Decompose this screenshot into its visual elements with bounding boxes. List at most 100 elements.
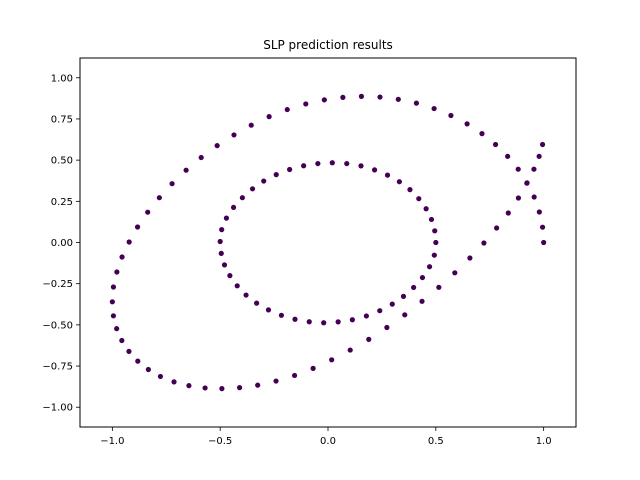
data-point: [423, 206, 429, 212]
y-tick-label: −0.50: [42, 320, 73, 331]
data-point: [539, 224, 546, 230]
data-point: [436, 284, 442, 290]
data-point: [119, 337, 125, 344]
data-point: [255, 382, 261, 388]
data-point: [347, 347, 353, 353]
data-point: [531, 194, 537, 200]
data-point: [536, 153, 542, 159]
y-tick-label: 0.50: [51, 156, 73, 167]
data-point: [145, 209, 151, 215]
y-tick-label: 0.25: [51, 197, 73, 208]
data-point: [198, 154, 204, 161]
data-point: [273, 172, 279, 178]
data-point: [416, 196, 422, 202]
data-point: [114, 269, 120, 275]
plot-area-frame: [79, 57, 577, 428]
data-point: [202, 385, 208, 391]
data-point: [243, 292, 249, 298]
data-point: [366, 336, 372, 342]
data-point: [134, 224, 141, 230]
data-point: [492, 141, 499, 148]
data-point: [248, 122, 254, 128]
data-point: [396, 179, 402, 185]
data-point: [126, 239, 132, 245]
data-point: [464, 121, 470, 127]
data-point: [186, 383, 192, 389]
data-point: [310, 365, 316, 371]
data-point: [291, 372, 298, 379]
chart-title: SLP prediction results: [263, 38, 393, 52]
y-tick-label: 0.00: [51, 238, 73, 249]
data-point: [119, 254, 125, 260]
data-point: [426, 264, 433, 270]
data-point: [452, 270, 458, 276]
data-point: [413, 100, 420, 106]
data-point: [515, 195, 522, 201]
data-point: [157, 373, 164, 380]
data-point: [221, 262, 228, 268]
data-point: [315, 160, 321, 167]
x-tick-label: −0.5: [208, 436, 232, 447]
data-point: [400, 293, 407, 299]
data-point: [234, 283, 240, 289]
x-tick-label: −1.0: [100, 436, 124, 447]
data-point: [266, 114, 272, 120]
data-point: [231, 132, 237, 138]
data-point: [292, 316, 298, 322]
y-tick-label: 0.75: [51, 114, 73, 125]
data-point: [531, 166, 537, 172]
data-point: [306, 319, 312, 325]
data-point: [218, 250, 224, 256]
data-point: [448, 112, 454, 119]
data-point: [219, 386, 225, 392]
data-point: [230, 204, 237, 211]
data-point: [431, 105, 437, 112]
data-point: [254, 300, 260, 306]
data-point: [214, 143, 220, 149]
data-point: [249, 186, 256, 192]
data-point: [135, 358, 141, 364]
data-point: [110, 313, 117, 319]
data-point: [402, 312, 408, 318]
data-point: [287, 166, 293, 173]
data-point: [358, 93, 365, 99]
x-tick-label: 1.0: [536, 436, 552, 447]
data-point: [239, 195, 245, 201]
data-point: [273, 378, 279, 384]
data-point: [371, 167, 378, 173]
y-tick-label: −0.25: [42, 279, 73, 290]
data-point: [110, 284, 117, 290]
data-point: [284, 106, 290, 113]
data-point: [329, 357, 335, 363]
data-point: [541, 239, 547, 246]
data-point: [377, 94, 383, 100]
data-point: [419, 298, 425, 304]
x-tick-label: 0.5: [428, 436, 444, 447]
data-point: [344, 160, 350, 167]
data-point: [265, 307, 272, 313]
y-axis-ticks: −1.00 −0.75 −0.50 −0.25 0.00 0.25 0.50 0.75 1.00: [42, 73, 80, 414]
data-point: [126, 348, 132, 354]
data-point: [223, 215, 230, 221]
data-point: [505, 210, 511, 216]
data-point: [524, 180, 530, 186]
data-point: [407, 187, 413, 193]
data-point: [395, 96, 401, 102]
data-point: [278, 312, 285, 318]
x-axis-ticks: −1.0 −0.5 0.0 0.5 1.0: [100, 427, 552, 447]
data-point: [219, 227, 225, 233]
data-point: [171, 379, 177, 385]
data-point: [363, 313, 369, 319]
y-tick-label: −0.75: [42, 362, 73, 373]
data-point: [329, 160, 335, 166]
data-point: [432, 228, 438, 234]
data-point: [411, 284, 417, 291]
data-point: [377, 308, 383, 314]
data-point: [536, 209, 542, 215]
data-point: [109, 299, 115, 305]
data-point: [303, 101, 309, 107]
data-point: [515, 166, 521, 172]
y-tick-label: 1.00: [51, 73, 73, 84]
data-point: [321, 320, 327, 326]
